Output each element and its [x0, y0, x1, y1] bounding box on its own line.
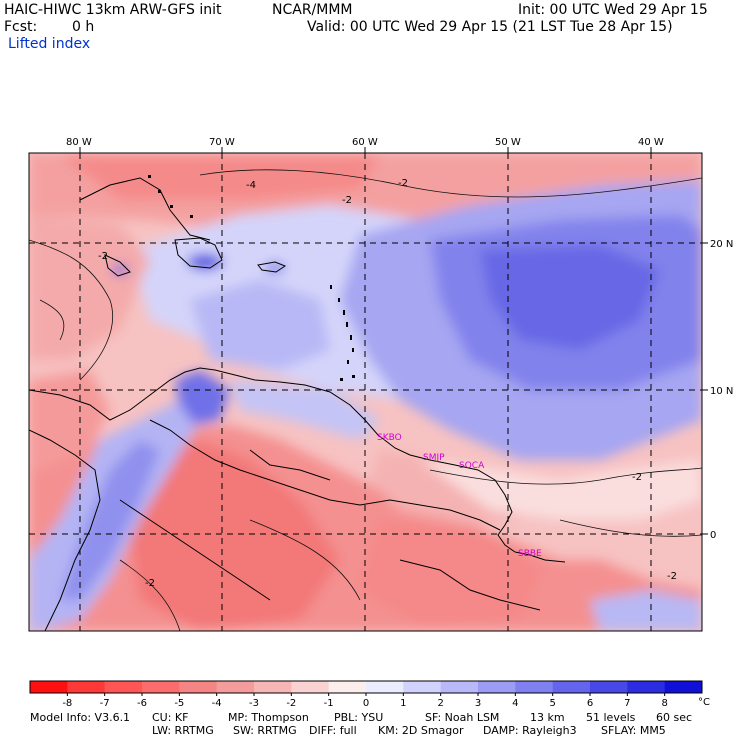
contour-label: -2	[342, 195, 352, 206]
colorbar-tick-label: 6	[587, 698, 593, 709]
colorbar-tick-label: 3	[475, 698, 481, 709]
colorbar-tick-label: -2	[286, 698, 296, 709]
lon-label: 40 W	[638, 137, 664, 148]
colorbar-bin	[30, 681, 68, 693]
model-info: Model Info: V3.6.1	[30, 711, 131, 724]
colorbar-tick-label: -7	[100, 698, 110, 709]
forecast-label: Fcst:	[4, 19, 38, 35]
coastlines	[29, 177, 566, 631]
lon-label: 60 W	[352, 137, 378, 148]
init-time: Init: 00 UTC Wed 29 Apr 15	[518, 2, 708, 18]
colorbar-tick-label: 2	[437, 698, 443, 709]
colorbar-bin	[552, 681, 591, 693]
colorbar-tick-label: 7	[624, 698, 630, 709]
station-label: SKBO	[377, 433, 402, 443]
resolution: 13 km	[530, 711, 565, 724]
model-title: HAIC-HIWC 13km ARW-GFS init	[4, 2, 222, 18]
damp-scheme: DAMP: Rayleigh3	[483, 724, 577, 737]
colorbar-tick-label: 5	[549, 698, 555, 709]
colorbar-tick-label: -8	[62, 698, 72, 709]
cu-scheme: CU: KF	[152, 711, 189, 724]
lat-label: 10 N	[710, 386, 733, 397]
valid-time: Valid: 00 UTC Wed 29 Apr 15 (21 LST Tue …	[307, 19, 673, 35]
colorbar-bin	[179, 681, 217, 693]
colorbar-bin	[590, 681, 628, 693]
field-name: Lifted index	[8, 36, 91, 52]
lat-label: 0	[710, 530, 716, 541]
mp-scheme: MP: Thompson	[228, 711, 309, 724]
colorbar-bin	[403, 681, 441, 693]
colorbar-bin	[291, 681, 329, 693]
contour-label: -2	[667, 571, 677, 582]
contour-label: -4	[246, 180, 256, 191]
colorbar-tick-label: -3	[249, 698, 259, 709]
lon-label: 80 W	[66, 137, 92, 148]
station-label: SOCA	[459, 461, 485, 471]
lon-label: 70 W	[209, 137, 235, 148]
colorbar-tick-label: -4	[212, 698, 222, 709]
org-label: NCAR/MMM	[272, 2, 353, 18]
contour-label: -2	[632, 472, 642, 483]
colorbar-tick-label: -1	[324, 698, 334, 709]
contour-label: -2	[98, 251, 108, 262]
contour-label: -2	[398, 178, 408, 189]
diff-scheme: DIFF: full	[309, 724, 357, 737]
colorbar-bin	[366, 681, 404, 693]
lat-label: 20 N	[710, 239, 733, 250]
map-frame	[28, 152, 703, 632]
colorbar-tick-label: -6	[137, 698, 147, 709]
vertical-levels: 51 levels	[586, 711, 636, 724]
colorbar-bin	[254, 681, 292, 693]
lw-scheme: LW: RRTMG	[152, 724, 214, 737]
island-arc	[148, 175, 355, 381]
sflay-scheme: SFLAY: MM5	[601, 724, 666, 737]
sw-scheme: SW: RRTMG	[233, 724, 297, 737]
colorbar-bin	[627, 681, 665, 693]
colorbar-bin	[216, 681, 255, 693]
colorbar-tick-label: -5	[174, 698, 184, 709]
colorbar-tick-label: 4	[512, 698, 518, 709]
graticule	[29, 153, 702, 631]
time-step: 60 sec	[656, 711, 693, 724]
colorbar-bin	[328, 681, 367, 693]
forecast-hour: 0 h	[72, 19, 95, 35]
sf-scheme: SF: Noah LSM	[425, 711, 500, 724]
tick-marks	[79, 147, 708, 535]
colorbar-bin	[67, 681, 105, 693]
colorbar-bin	[515, 681, 553, 693]
colorbar-bin	[664, 681, 703, 693]
colorbar-tick-label: 1	[400, 698, 406, 709]
colorbar-bin	[104, 681, 143, 693]
colorbar-bin	[478, 681, 516, 693]
colorbar-tick-label: 0	[363, 698, 369, 709]
station-label: SBBE	[518, 549, 542, 559]
pbl-scheme: PBL: YSU	[334, 711, 384, 724]
colorbar-bin	[142, 681, 180, 693]
lon-label: 50 W	[495, 137, 521, 148]
colorbar-bin	[440, 681, 479, 693]
colorbar: -8 -7 -6 -5 -4 -3 -2 -1 0 1 2 3 4 5 6 7 8 °C	[29, 680, 710, 709]
contour-label: -2	[145, 578, 155, 589]
km-scheme: KM: 2D Smagor	[378, 724, 464, 737]
colorbar-tick-label: 8	[661, 698, 667, 709]
colorbar-unit: °C	[698, 697, 710, 708]
contour-lines	[29, 169, 702, 631]
station-label: SMJP	[423, 453, 445, 463]
